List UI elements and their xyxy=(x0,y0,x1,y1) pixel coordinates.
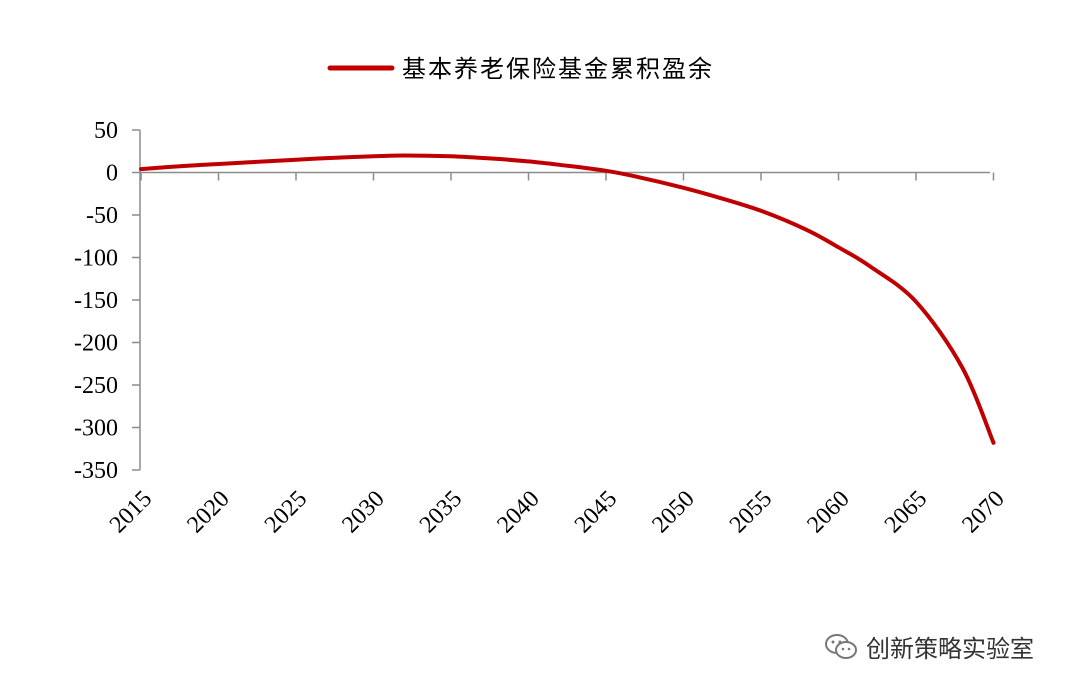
x-tick-label: 2020 xyxy=(182,486,234,538)
axes xyxy=(132,129,995,471)
x-tick-label: 2025 xyxy=(260,486,312,538)
x-tick-label: 2050 xyxy=(647,486,699,538)
y-tick-label: 0 xyxy=(106,161,118,187)
x-tick-label: 2060 xyxy=(802,486,854,538)
y-tick-label: -250 xyxy=(74,373,118,399)
x-tick-label: 2015 xyxy=(105,486,157,538)
y-tick-label: -50 xyxy=(86,203,118,229)
y-tick-labels: 50 0 -50 -100 -150 -200 -250 -300 -350 xyxy=(74,118,118,484)
y-tick-label: -150 xyxy=(74,288,118,314)
y-tick-label: -350 xyxy=(74,458,118,484)
x-tick-label: 2065 xyxy=(880,486,932,538)
y-tick-label: -300 xyxy=(74,416,118,442)
x-tick-label: 2030 xyxy=(337,486,389,538)
wechat-icon xyxy=(825,633,857,659)
legend: 基本养老保险基金累积盈余 xyxy=(327,55,714,83)
x-tick-label: 2070 xyxy=(957,486,1009,538)
x-tick-labels: 2015 2020 2025 2030 2035 2040 2045 2050 2055 2060… xyxy=(105,486,1010,538)
x-tick-label: 2045 xyxy=(570,486,622,538)
watermark: 创新策略实验室 xyxy=(824,629,1034,664)
y-tick-label: -200 xyxy=(74,331,118,357)
watermark-text: 创新策略实验室 xyxy=(866,635,1034,663)
series-line-fund-surplus xyxy=(139,153,996,445)
x-tick-label: 2035 xyxy=(415,486,467,538)
y-tick-label: 50 xyxy=(94,118,118,144)
legend-label: 基本养老保险基金累积盈余 xyxy=(402,55,714,83)
y-tick-label: -100 xyxy=(74,246,118,272)
x-tick-label: 2040 xyxy=(492,486,544,538)
x-tick-label: 2055 xyxy=(725,486,777,538)
